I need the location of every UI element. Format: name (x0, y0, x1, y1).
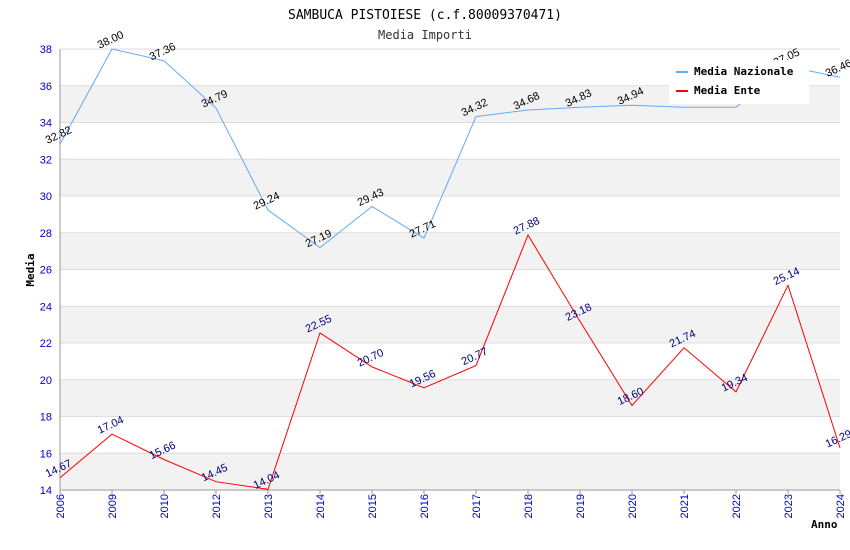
grid-bands (60, 48, 840, 491)
x-tick-label: 2006 (55, 494, 67, 518)
grid-band (60, 343, 840, 380)
y-axis-label: Media (24, 253, 37, 286)
data-label-media-nazionale: 38.00 (96, 29, 126, 52)
x-tick-label: 2017 (471, 494, 483, 518)
y-tick-label: 28 (40, 228, 52, 240)
x-tick-label: 2023 (783, 494, 795, 518)
grid-band (60, 453, 840, 490)
y-tick-label: 36 (40, 81, 52, 93)
x-axis-ticks: 2006 2009 2010 2012 2013 2014 2015 2016 2017 2018… (55, 490, 847, 518)
y-tick-label: 22 (40, 338, 52, 350)
y-tick-label: 38 (40, 44, 52, 56)
y-tick-label: 32 (40, 154, 52, 166)
x-tick-label: 2010 (159, 494, 171, 518)
x-tick-label: 2009 (107, 494, 119, 518)
y-tick-label: 26 (40, 265, 52, 277)
y-axis-ticks: 14 16 18 20 22 24 26 28 30 32 34 36 38 (40, 44, 52, 497)
x-tick-label: 2020 (627, 494, 639, 518)
y-tick-label: 24 (40, 301, 52, 313)
x-tick-label: 2015 (367, 494, 379, 518)
x-tick-label: 2019 (575, 494, 587, 518)
y-tick-label: 34 (40, 118, 52, 130)
legend-label-media-ente: Media Ente (694, 84, 761, 97)
y-tick-label: 16 (40, 448, 52, 460)
grid-band (60, 306, 840, 343)
x-tick-label: 2021 (679, 494, 691, 518)
y-tick-label: 30 (40, 191, 52, 203)
grid-band (60, 232, 840, 270)
x-tick-label: 2024 (835, 494, 847, 518)
series-line-media-ente (59, 233, 841, 490)
x-tick-label: 2022 (731, 494, 743, 518)
x-tick-label: 2016 (419, 494, 431, 518)
grid-band (60, 196, 840, 233)
grid-band (60, 122, 840, 160)
x-tick-label: 2014 (315, 494, 327, 518)
legend-box (669, 60, 809, 104)
chart-subtitle: Media Importi (378, 28, 472, 42)
grid-band (60, 269, 840, 307)
y-tick-label: 14 (40, 485, 52, 497)
grid-band (60, 416, 840, 454)
y-tick-label: 18 (40, 412, 52, 424)
x-axis-label: Anno (811, 518, 838, 531)
series-line-media-nazionale (59, 48, 841, 249)
grid-band (60, 379, 840, 417)
x-tick-label: 2012 (211, 494, 223, 518)
legend-label-media-nazionale: Media Nazionale (694, 65, 794, 78)
x-tick-label: 2013 (263, 494, 275, 518)
series-lines (59, 48, 841, 490)
y-tick-label: 20 (40, 375, 52, 387)
chart-title: SAMBUCA PISTOIESE (c.f.80009370471) (288, 8, 562, 23)
x-tick-label: 2018 (523, 494, 535, 518)
legend: Media Nazionale Media Ente (669, 60, 809, 104)
